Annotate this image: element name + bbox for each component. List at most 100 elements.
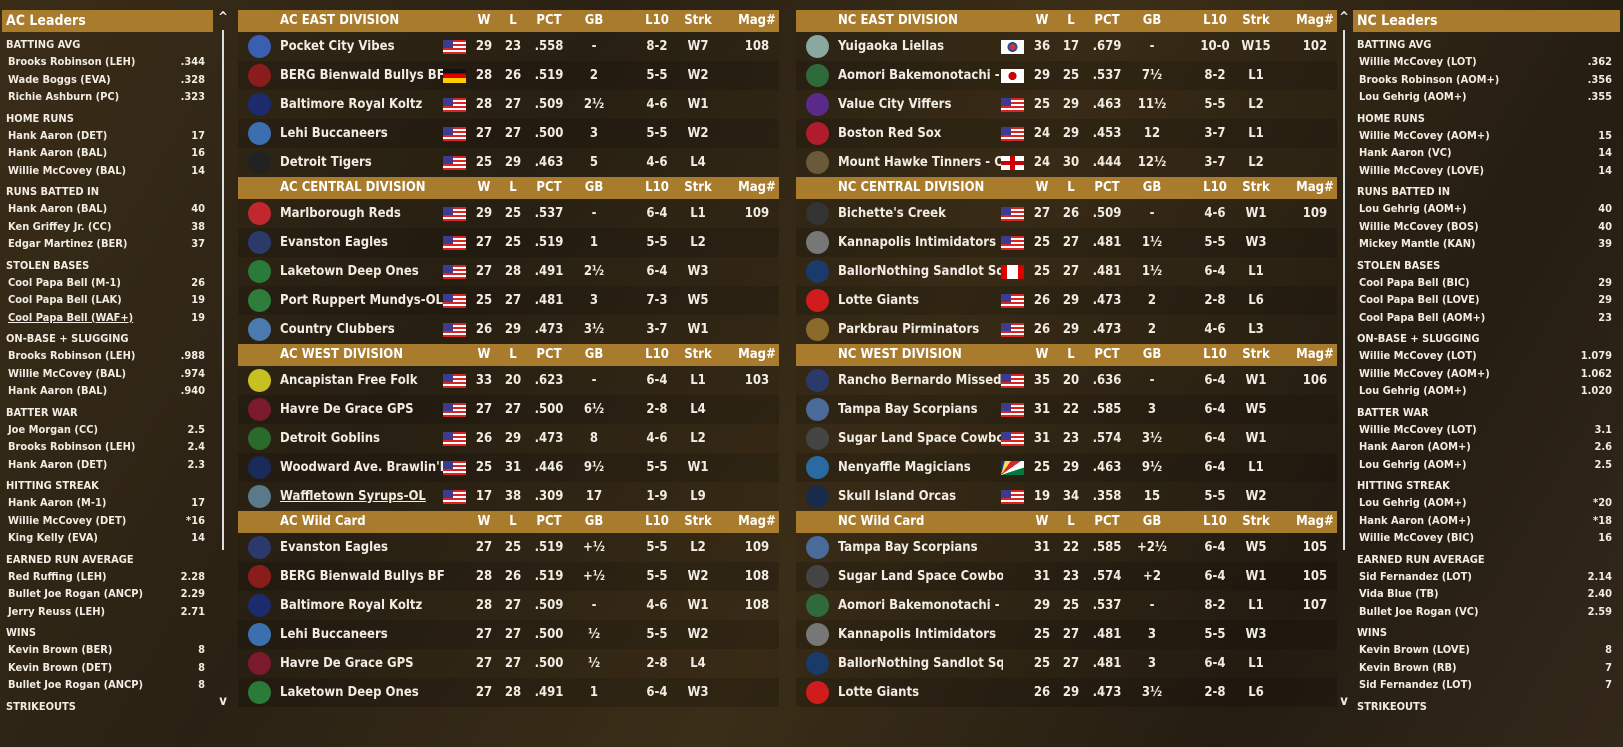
player-name[interactable]: Cool Papa Bell (WAF+) bbox=[8, 310, 134, 324]
player-name[interactable]: Willie McCovey (AOM+) bbox=[1359, 366, 1490, 380]
team-row[interactable]: Ancapistan Free Folk 33 20 .623 - 6-4 L1 103 bbox=[238, 366, 779, 395]
column-header-pct[interactable]: PCT bbox=[1094, 180, 1120, 195]
team-name[interactable]: Lotte Giants bbox=[838, 685, 920, 700]
player-name[interactable]: Willie McCovey (LOVE) bbox=[1359, 163, 1484, 177]
team-name[interactable]: Evanston Eagles bbox=[280, 235, 388, 250]
leader-item[interactable]: Lou Gehrig (AOM+) 2.5 bbox=[1353, 456, 1620, 474]
team-name[interactable]: Aomori Bakemonotachi - OL bbox=[838, 68, 1003, 83]
leader-item[interactable]: Hank Aaron (AOM+) *18 bbox=[1353, 512, 1620, 530]
team-name[interactable]: Laketown Deep Ones bbox=[280, 264, 419, 279]
column-header-strk[interactable]: Strk bbox=[684, 13, 712, 28]
leader-item[interactable]: Willie McCovey (DET) *16 bbox=[2, 512, 213, 530]
team-row[interactable]: Lotte Giants 26 29 .473 3½ 2-8 L6 bbox=[796, 678, 1337, 707]
player-name[interactable]: Mickey Mantle (KAN) bbox=[1359, 237, 1476, 250]
leader-item[interactable]: Edgar Martinez (BER) 37 bbox=[2, 235, 213, 253]
team-row[interactable]: Tampa Bay Scorpians 31 22 .585 +2½ 6-4 W5 105 bbox=[796, 533, 1337, 562]
column-header-l[interactable]: L bbox=[1067, 13, 1075, 28]
player-name[interactable]: Hank Aaron (BAL) bbox=[8, 146, 108, 159]
team-row[interactable]: Pocket City Vibes 29 23 .558 - 8-2 W7 108 bbox=[238, 32, 779, 61]
player-name[interactable]: Lou Gehrig (AOM+) bbox=[1359, 496, 1467, 509]
leader-item[interactable]: Cool Papa Bell (M-1) 26 bbox=[2, 274, 213, 292]
column-header-strk[interactable]: Strk bbox=[1242, 514, 1270, 529]
column-header-l[interactable]: L bbox=[509, 180, 517, 195]
team-name[interactable]: BallorNothing Sandlot Squad bbox=[838, 656, 1003, 671]
player-name[interactable]: Hank Aaron (BAL) bbox=[8, 384, 108, 397]
leader-item[interactable]: Willie McCovey (BAL) .974 bbox=[2, 365, 213, 383]
player-name[interactable]: Willie McCovey (AOM+) bbox=[1359, 128, 1490, 142]
team-row[interactable]: Skull Island Orcas 19 34 .358 15 5-5 W2 bbox=[796, 482, 1337, 511]
column-header-gb[interactable]: GB bbox=[1142, 13, 1162, 28]
team-name[interactable]: Baltimore Royal Koltz bbox=[280, 598, 423, 613]
player-name[interactable]: Lou Gehrig (AOM+) bbox=[1359, 90, 1467, 103]
column-header-gb[interactable]: GB bbox=[584, 347, 604, 362]
column-header-l10[interactable]: L10 bbox=[1203, 347, 1227, 362]
column-header-strk[interactable]: Strk bbox=[684, 180, 712, 195]
leader-item[interactable]: Kevin Brown (DET) 8 bbox=[2, 659, 213, 677]
team-row[interactable]: Rancho Bernardo Missed Si 35 20 .636 - 6-4 W1 1… bbox=[796, 366, 1337, 395]
team-row[interactable]: Nenyaffle Magicians 25 29 .463 9½ 6-4 L1 bbox=[796, 453, 1337, 482]
team-row[interactable]: Port Ruppert Mundys-OL 25 27 .481 3 7-3 W5 bbox=[238, 286, 779, 315]
column-header-pct[interactable]: PCT bbox=[536, 514, 562, 529]
player-name[interactable]: Vida Blue (TB) bbox=[1359, 587, 1439, 600]
team-row[interactable]: Sugar Land Space Cowboys 31 23 .574 +2 6-4 W1 1… bbox=[796, 562, 1337, 591]
leader-item[interactable]: Willie McCovey (BIC) 16 bbox=[1353, 529, 1620, 547]
player-name[interactable]: Willie McCovey (LOT) bbox=[1359, 422, 1477, 436]
player-name[interactable]: Willie McCovey (BIC) bbox=[1359, 531, 1474, 544]
team-row[interactable]: Laketown Deep Ones 27 28 .491 2½ 6-4 W3 bbox=[238, 257, 779, 286]
team-row[interactable]: Mount Hawke Tinners - OL 24 30 .444 12½ 3-7 L2 bbox=[796, 148, 1337, 177]
leader-item[interactable]: Hank Aaron (DET) 2.3 bbox=[2, 456, 213, 474]
team-name[interactable]: Detroit Goblins bbox=[280, 431, 381, 446]
leader-item[interactable]: Lou Gehrig (AOM+) 40 bbox=[1353, 200, 1620, 218]
leader-item[interactable]: Cool Papa Bell (LAK) 19 bbox=[2, 291, 213, 309]
player-name[interactable]: Cool Papa Bell (LOVE) bbox=[1359, 293, 1480, 306]
team-row[interactable]: Boston Red Sox 24 29 .453 12 3-7 L1 bbox=[796, 119, 1337, 148]
column-header-l[interactable]: L bbox=[509, 13, 517, 28]
team-name[interactable]: Tampa Bay Scorpians bbox=[838, 540, 978, 555]
leader-item[interactable]: Sid Fernandez (LOT) 7 bbox=[1353, 676, 1620, 694]
scroll-thumb[interactable] bbox=[1343, 30, 1345, 550]
team-row[interactable]: Baltimore Royal Koltz 28 27 .509 - 4-6 W1 108 bbox=[238, 591, 779, 620]
team-name[interactable]: BERG Bienwald Bullys BFF bbox=[280, 569, 445, 584]
leader-item[interactable]: Hank Aaron (BAL) .940 bbox=[2, 382, 213, 400]
player-name[interactable]: Bullet Joe Rogan (ANCP) bbox=[8, 678, 144, 691]
leader-item[interactable]: Vida Blue (TB) 2.40 bbox=[1353, 585, 1620, 603]
player-name[interactable]: Brooks Robinson (LEH) bbox=[8, 440, 136, 453]
player-name[interactable]: Hank Aaron (AOM+) bbox=[1359, 440, 1471, 453]
column-header-w[interactable]: W bbox=[477, 347, 491, 362]
player-name[interactable]: Willie McCovey (LOT) bbox=[1359, 55, 1477, 68]
player-name[interactable]: Willie McCovey (LOT) bbox=[1359, 349, 1477, 362]
player-name[interactable]: Kevin Brown (LOVE) bbox=[1359, 643, 1470, 656]
team-row[interactable]: Lotte Giants 26 29 .473 2 2-8 L6 bbox=[796, 286, 1337, 315]
team-name[interactable]: Kannapolis Intimidators bbox=[838, 627, 997, 642]
column-header-l10[interactable]: L10 bbox=[645, 13, 669, 28]
column-header-strk[interactable]: Strk bbox=[1242, 180, 1270, 195]
leader-item[interactable]: Cool Papa Bell (WAF+) 19 bbox=[2, 309, 213, 327]
leader-item[interactable]: Hank Aaron (VC) 14 bbox=[1353, 144, 1620, 162]
team-name[interactable]: Parkbrau Pirminators bbox=[838, 322, 980, 337]
column-header-l10[interactable]: L10 bbox=[1203, 514, 1227, 529]
team-name[interactable]: Yuigaoka Liellas bbox=[838, 39, 945, 54]
player-name[interactable]: Sid Fernandez (LOT) bbox=[1359, 569, 1472, 583]
player-name[interactable]: Sid Fernandez (LOT) bbox=[1359, 678, 1472, 691]
leader-item[interactable]: Brooks Robinson (AOM+) .356 bbox=[1353, 71, 1620, 89]
column-header-w[interactable]: W bbox=[477, 180, 491, 195]
player-name[interactable]: Cool Papa Bell (AOM+) bbox=[1359, 310, 1486, 324]
team-name[interactable]: Lehi Buccaneers bbox=[280, 627, 388, 642]
team-name[interactable]: Port Ruppert Mundys-OL bbox=[280, 293, 443, 308]
player-name[interactable]: Cool Papa Bell (LAK) bbox=[8, 293, 122, 306]
player-name[interactable]: Kevin Brown (RB) bbox=[1359, 660, 1457, 674]
team-name[interactable]: Ancapistan Free Folk bbox=[280, 373, 418, 388]
column-header-mag[interactable]: Mag# bbox=[1296, 180, 1334, 195]
scroll-down-icon[interactable]: v bbox=[219, 694, 227, 709]
leader-item[interactable]: Hank Aaron (BAL) 40 bbox=[2, 200, 213, 218]
player-name[interactable]: Richie Ashburn (PC) bbox=[8, 90, 120, 103]
column-header-strk[interactable]: Strk bbox=[1242, 347, 1270, 362]
leader-item[interactable]: Willie McCovey (BAL) 14 bbox=[2, 162, 213, 180]
leader-item[interactable]: Hank Aaron (DET) 17 bbox=[2, 127, 213, 145]
player-name[interactable]: Hank Aaron (M-1) bbox=[8, 496, 107, 509]
column-header-strk[interactable]: Strk bbox=[684, 347, 712, 362]
team-name[interactable]: BERG Bienwald Bullys BFF bbox=[280, 68, 445, 83]
team-row[interactable]: Bichette's Creek 27 26 .509 - 4-6 W1 109 bbox=[796, 199, 1337, 228]
column-header-strk[interactable]: Strk bbox=[684, 514, 712, 529]
team-row[interactable]: BERG Bienwald Bullys BFF 28 26 .519 +½ 5-5 W2 1… bbox=[238, 562, 779, 591]
